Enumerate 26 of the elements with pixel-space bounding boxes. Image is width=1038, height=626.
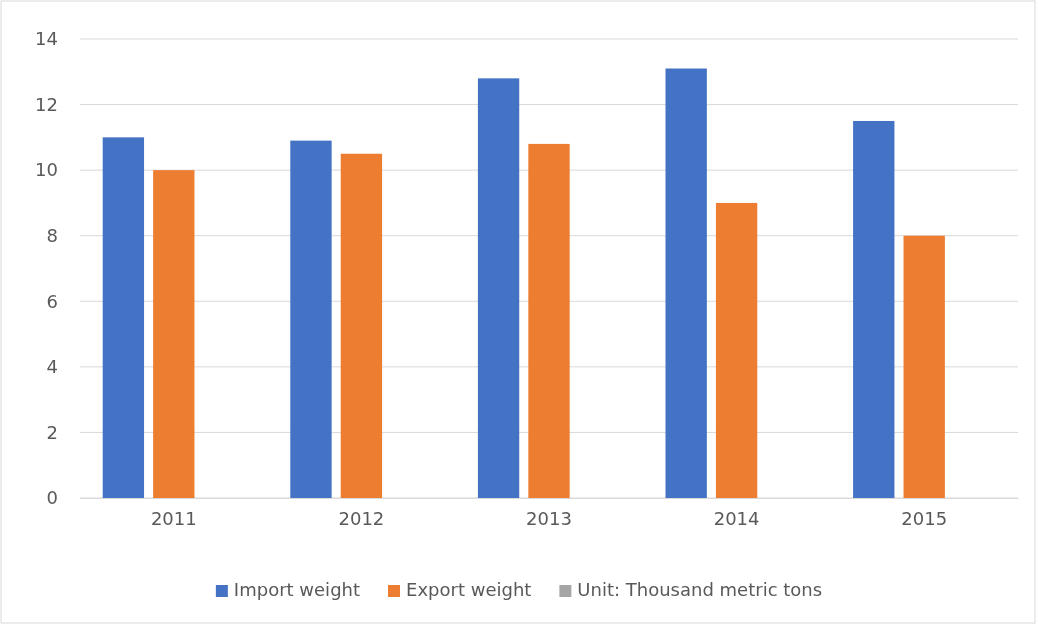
bar [853,120,895,498]
x-tick-label: 2011 [150,507,197,529]
y-tick-label: 2 [46,421,58,443]
x-tick-label: 2014 [713,507,760,529]
y-tick-label: 8 [46,224,58,246]
bar [477,78,520,498]
legend-label: Import weight [233,579,361,600]
bar [528,143,570,498]
y-tick-label: 0 [46,487,58,509]
bar [340,153,383,498]
bar [903,235,945,498]
bar [102,137,145,498]
y-tick-label: 14 [35,28,58,50]
x-tick-label: 2013 [526,507,572,529]
bar [153,170,195,498]
x-tick-label: 2012 [338,507,385,529]
legend-label: Export weight [406,579,532,600]
y-tick-label: 10 [35,159,58,181]
y-tick-label: 4 [46,356,58,378]
x-tick-label: 2015 [901,507,948,529]
bar [665,68,707,498]
bar [715,202,758,498]
legend-label: Unit: Thousand metric tons [577,579,823,600]
y-tick-label: 6 [46,290,58,312]
bar [290,140,332,498]
y-tick-label: 12 [35,93,58,115]
